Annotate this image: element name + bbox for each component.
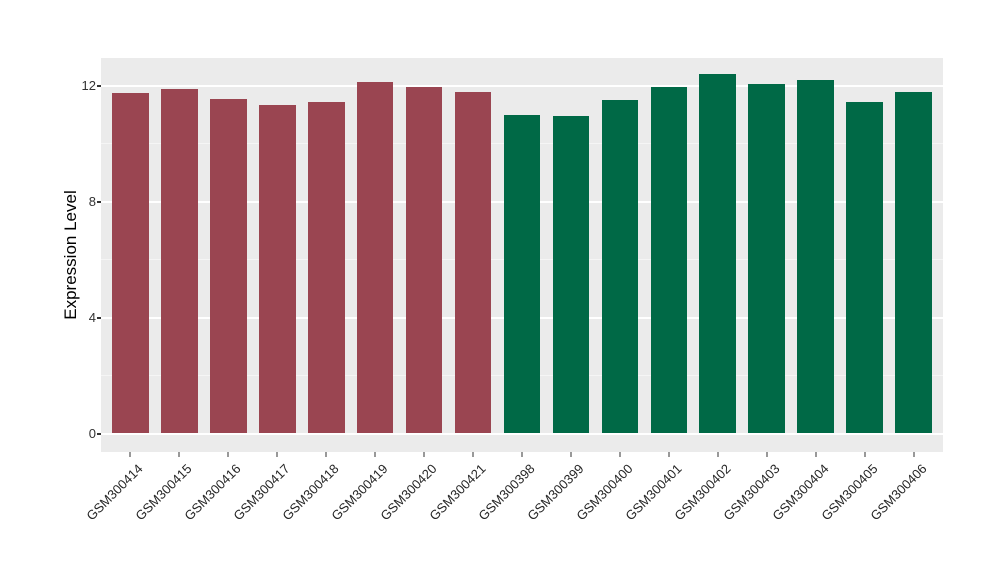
x-tick-mark [667,452,670,457]
bar-GSM300416 [209,98,247,434]
y-tick-mark [97,84,101,87]
x-tick-mark [521,452,523,457]
x-tick-mark [227,452,230,457]
x-tick-mark [765,452,768,457]
bar-GSM300419 [356,81,394,434]
y-tick-label: 8 [88,193,96,209]
bar-GSM300417 [258,104,296,434]
bar-GSM300414 [112,93,149,434]
bar-GSM300403 [748,84,786,434]
bar-GSM300420 [405,87,443,434]
bar-GSM300405 [846,101,884,434]
bar-GSM300415 [160,88,198,434]
bar-GSM300404 [797,80,835,434]
bar-GSM300401 [650,87,688,434]
x-tick-mark [276,452,279,457]
x-tick-mark [178,452,181,457]
x-tick-mark [129,452,132,457]
gridline-major [101,432,943,435]
plot-panel [101,58,943,452]
bar-GSM300398 [503,114,541,434]
y-tick-mark [97,200,101,203]
x-tick-mark [325,452,328,457]
bar-GSM300399 [552,116,590,434]
y-tick-label: 12 [81,77,96,93]
y-tick-label: 4 [88,309,96,325]
bar-GSM300418 [307,101,345,434]
x-tick-mark [618,452,621,457]
x-tick-mark [569,452,572,457]
x-tick-mark [863,452,866,457]
bar-GSM300406 [895,91,932,434]
bar-GSM300421 [454,91,492,434]
x-tick-mark [423,452,426,457]
x-tick-mark [912,452,915,457]
gridline-major [101,84,943,87]
x-tick-mark [374,452,377,457]
x-tick-mark [814,452,817,457]
y-tick-mark [97,316,101,319]
y-tick-label: 0 [88,425,96,441]
bar-GSM300400 [601,100,639,434]
x-tick-mark [472,452,475,457]
x-tick-mark [716,452,719,457]
bar-GSM300402 [699,74,737,434]
y-tick-mark [97,432,101,435]
